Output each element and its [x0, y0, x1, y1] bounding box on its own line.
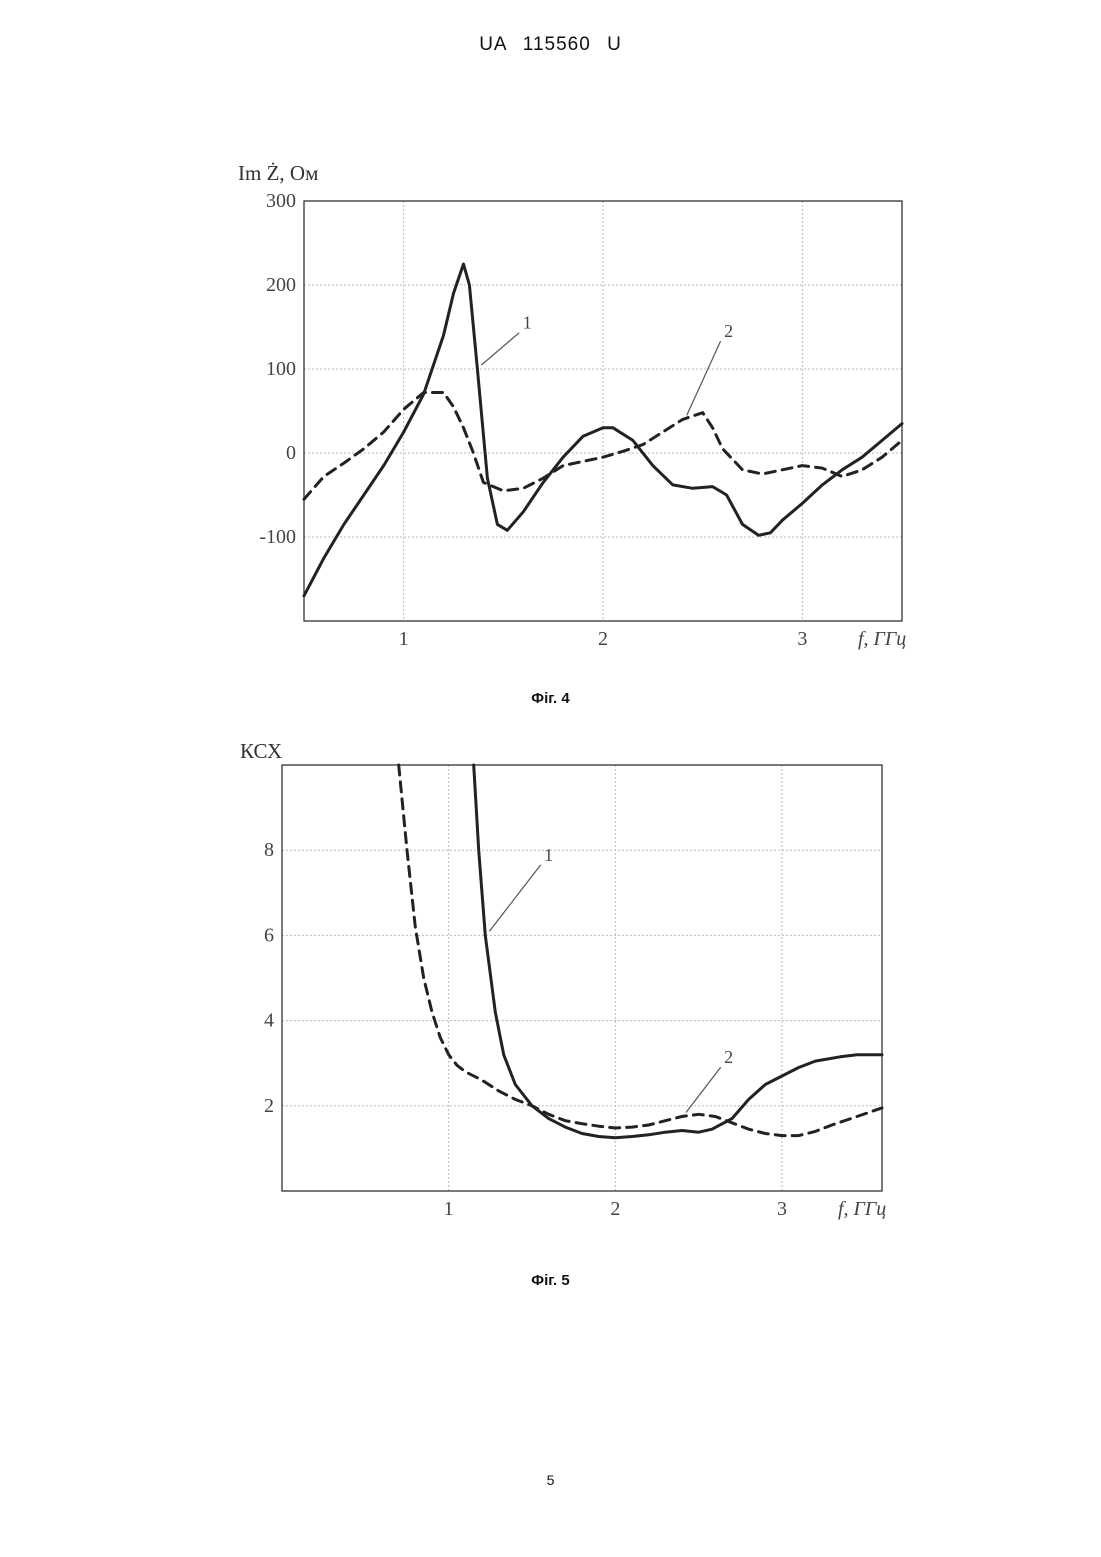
- y-tick-label: 2: [264, 1095, 274, 1117]
- caption-fig5: Фіг. 5: [0, 1272, 1101, 1289]
- y-tick-label: 4: [264, 1010, 274, 1032]
- series-annotation-1: 1: [544, 845, 553, 865]
- x-tick-label: 1: [444, 1198, 454, 1220]
- y-axis-label: КСХ: [240, 739, 282, 763]
- plot-frame: [282, 765, 882, 1191]
- x-axis-label: f, ГГц: [838, 1198, 886, 1220]
- series-annotation-2: 2: [724, 1047, 733, 1067]
- annotation-leader: [489, 865, 540, 932]
- y-tick-label: 6: [264, 924, 274, 946]
- y-tick-label: 8: [264, 839, 274, 861]
- series-1-line: [474, 765, 882, 1138]
- x-tick-label: 2: [610, 1198, 620, 1220]
- x-tick-label: 3: [777, 1198, 787, 1220]
- page-number: 5: [0, 1472, 1101, 1488]
- series-2-line: [399, 765, 882, 1136]
- chart-fig5: 1 2 3 2 4 6 8 КСХ f, ГГц 1 2: [0, 0, 1101, 1300]
